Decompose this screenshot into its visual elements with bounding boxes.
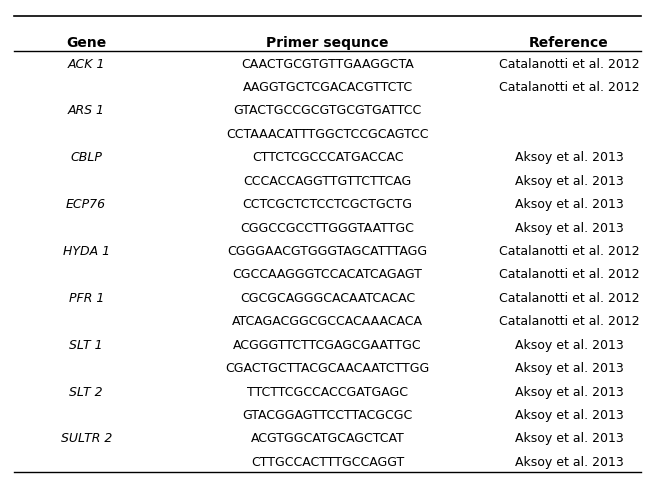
Text: GTACGGAGTTCCTTACGCGC: GTACGGAGTTCCTTACGCGC	[243, 409, 413, 422]
Text: Primer sequnce: Primer sequnce	[266, 35, 389, 50]
Text: Aksoy et al. 2013: Aksoy et al. 2013	[515, 175, 623, 188]
Text: AAGGTGCTCGACACGTTCTC: AAGGTGCTCGACACGTTCTC	[243, 81, 413, 94]
Text: CAACTGCGTGTTGAAGGCTA: CAACTGCGTGTTGAAGGCTA	[241, 57, 414, 71]
Text: Catalanotti et al. 2012: Catalanotti et al. 2012	[499, 269, 639, 281]
Text: Aksoy et al. 2013: Aksoy et al. 2013	[515, 433, 623, 445]
Text: ARS 1: ARS 1	[68, 105, 105, 117]
Text: Catalanotti et al. 2012: Catalanotti et al. 2012	[499, 81, 639, 94]
Text: ATCAGACGGCGCCACAAACACA: ATCAGACGGCGCCACAAACACA	[232, 315, 423, 328]
Text: ACGGGTTCTTCGAGCGAATTGC: ACGGGTTCTTCGAGCGAATTGC	[233, 339, 422, 352]
Text: Aksoy et al. 2013: Aksoy et al. 2013	[515, 385, 623, 399]
Text: CTTGCCACTTTGCCAGGT: CTTGCCACTTTGCCAGGT	[251, 456, 404, 469]
Text: GTACTGCCGCGTGCGTGATTCC: GTACTGCCGCGTGCGTGATTCC	[233, 105, 422, 117]
Text: TTCTTCGCCACCGATGAGC: TTCTTCGCCACCGATGAGC	[247, 385, 408, 399]
Text: Catalanotti et al. 2012: Catalanotti et al. 2012	[499, 292, 639, 305]
Text: Catalanotti et al. 2012: Catalanotti et al. 2012	[499, 315, 639, 328]
Text: Aksoy et al. 2013: Aksoy et al. 2013	[515, 456, 623, 469]
Text: CGACTGCTTACGCAACAATCTTGG: CGACTGCTTACGCAACAATCTTGG	[225, 362, 430, 375]
Text: CGCGCAGGGCACAATCACAC: CGCGCAGGGCACAATCACAC	[240, 292, 415, 305]
Text: Catalanotti et al. 2012: Catalanotti et al. 2012	[499, 245, 639, 258]
Text: Aksoy et al. 2013: Aksoy et al. 2013	[515, 198, 623, 211]
Text: Aksoy et al. 2013: Aksoy et al. 2013	[515, 339, 623, 352]
Text: PFR 1: PFR 1	[69, 292, 104, 305]
Text: CGGGAACGTGGGTAGCATTTAGG: CGGGAACGTGGGTAGCATTTAGG	[227, 245, 428, 258]
Text: Aksoy et al. 2013: Aksoy et al. 2013	[515, 221, 623, 235]
Text: Aksoy et al. 2013: Aksoy et al. 2013	[515, 151, 623, 164]
Text: ECP76: ECP76	[66, 198, 106, 211]
Text: Catalanotti et al. 2012: Catalanotti et al. 2012	[499, 57, 639, 71]
Text: CTTCTCGCCCATGACCAC: CTTCTCGCCCATGACCAC	[252, 151, 403, 164]
Text: SLT 2: SLT 2	[69, 385, 103, 399]
Text: ACK 1: ACK 1	[67, 57, 105, 71]
Text: HYDA 1: HYDA 1	[63, 245, 110, 258]
Text: CCCACCAGGTTGTTCTTCAG: CCCACCAGGTTGTTCTTCAG	[243, 175, 412, 188]
Text: CCTAAACATTTGGCTCCGCAGTCC: CCTAAACATTTGGCTCCGCAGTCC	[226, 128, 429, 141]
Text: CGCCAAGGGTCCACATCAGAGT: CGCCAAGGGTCCACATCAGAGT	[233, 269, 422, 281]
Text: Gene: Gene	[66, 35, 106, 50]
Text: Aksoy et al. 2013: Aksoy et al. 2013	[515, 409, 623, 422]
Text: CGGCCGCCTTGGGTAATTGC: CGGCCGCCTTGGGTAATTGC	[241, 221, 415, 235]
Text: CBLP: CBLP	[71, 151, 102, 164]
Text: Aksoy et al. 2013: Aksoy et al. 2013	[515, 362, 623, 375]
Text: CCTCGCTCTCCTCGCTGCTG: CCTCGCTCTCCTCGCTGCTG	[243, 198, 413, 211]
Text: Reference: Reference	[529, 35, 609, 50]
Text: SLT 1: SLT 1	[69, 339, 103, 352]
Text: ACGTGGCATGCAGCTCAT: ACGTGGCATGCAGCTCAT	[250, 433, 405, 445]
Text: SULTR 2: SULTR 2	[61, 433, 112, 445]
